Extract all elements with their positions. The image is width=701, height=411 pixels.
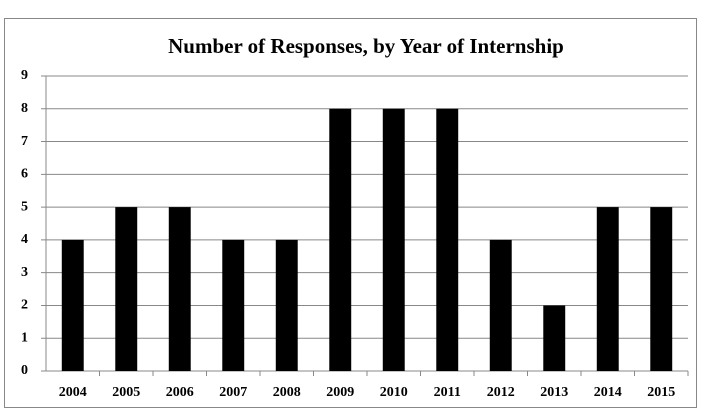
chart-title: Number of Responses, by Year of Internsh… [168,34,564,58]
bar [543,305,566,371]
bar [275,239,298,371]
x-tick-label: 2007 [219,385,247,400]
x-tick-label: 2014 [594,385,622,400]
y-tick-label: 0 [21,363,28,378]
x-tick-label: 2005 [112,385,140,400]
bar [382,108,405,372]
x-tick-label: 2006 [166,385,194,400]
x-tick-label: 2009 [326,385,354,400]
x-tick-label: 2012 [487,385,515,400]
bar [596,207,619,371]
y-tick-label: 4 [21,232,28,247]
y-tick-label: 6 [21,167,28,182]
bar [168,207,191,371]
y-tick-label: 3 [21,265,28,280]
bar [222,239,245,371]
x-tick-label: 2010 [380,385,408,400]
x-tick-label: 2011 [434,385,461,400]
y-tick-label: 5 [21,199,28,214]
bar [115,207,138,371]
x-tick-label: 2008 [273,385,301,400]
x-tick-label: 2004 [59,385,87,400]
y-tick-label: 7 [21,134,28,149]
bar [489,239,512,371]
y-tick-label: 2 [21,298,28,313]
bar [650,207,673,371]
x-tick-label: 2013 [540,385,568,400]
bar [329,108,352,372]
x-tick-label: 2015 [647,385,675,400]
y-tick-label: 1 [21,330,28,345]
bar [436,108,459,372]
y-tick-label: 8 [21,101,28,116]
y-tick-label: 9 [21,68,28,83]
bar [61,239,84,371]
